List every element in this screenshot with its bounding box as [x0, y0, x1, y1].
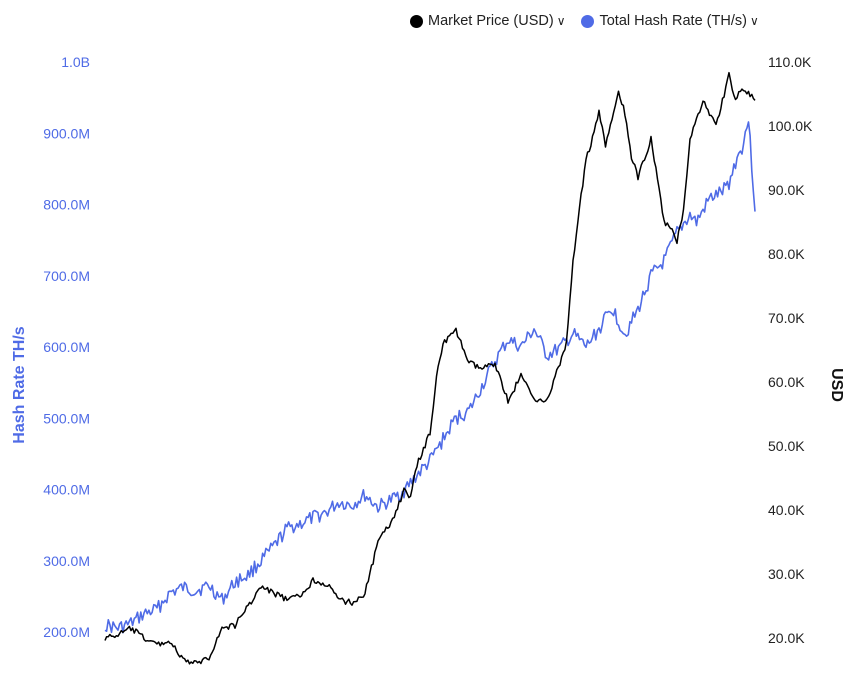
right-tick-label: 70.0K: [768, 310, 805, 326]
left-tick-label: 900.0M: [43, 125, 90, 141]
right-tick-label: 60.0K: [768, 374, 805, 390]
left-tick-label: 1.0B: [61, 54, 90, 70]
left-tick-label: 400.0M: [43, 482, 90, 498]
right-tick-label: 20.0K: [768, 630, 805, 646]
legend-label-hash-rate: Total Hash Rate (TH/s): [599, 13, 747, 29]
legend-item-hash-rate[interactable]: Total Hash Rate (TH/s) ∨: [581, 13, 759, 29]
left-axis-ticks: 200.0M 300.0M 400.0M 500.0M 600.0M 700.0M 800.…: [43, 54, 90, 640]
left-tick-label: 300.0M: [43, 553, 90, 569]
right-tick-label: 50.0K: [768, 438, 805, 454]
right-tick-label: 90.0K: [768, 182, 805, 198]
left-tick-label: 800.0M: [43, 197, 90, 213]
chevron-down-icon[interactable]: ∨: [556, 14, 566, 28]
right-tick-label: 110.0K: [768, 54, 812, 70]
hash-rate-series-line[interactable]: [104, 121, 756, 634]
right-tick-label: 40.0K: [768, 502, 805, 518]
legend-label-market-price: Market Price (USD): [428, 13, 554, 29]
market-price-series-line[interactable]: [104, 71, 756, 665]
left-axis-title: Hash Rate TH/s: [11, 326, 28, 443]
right-tick-label: 30.0K: [768, 566, 805, 582]
left-tick-label: 500.0M: [43, 410, 90, 426]
right-axis-ticks: 20.0K 30.0K 40.0K 50.0K 60.0K 70.0K 80.0K 90.0K…: [768, 54, 813, 646]
left-tick-label: 700.0M: [43, 268, 90, 284]
right-tick-label: 80.0K: [768, 246, 805, 262]
left-tick-label: 600.0M: [43, 339, 90, 355]
series-layer: [104, 71, 756, 665]
right-axis-title: USD: [828, 368, 845, 402]
legend: Market Price (USD) ∨ Total Hash Rate (TH…: [410, 10, 775, 32]
left-tick-label: 200.0M: [43, 624, 90, 640]
legend-item-market-price[interactable]: Market Price (USD) ∨: [410, 13, 565, 29]
legend-dot-market-price: [410, 14, 423, 28]
legend-dot-hash-rate: [581, 14, 595, 28]
chevron-down-icon[interactable]: ∨: [749, 14, 759, 28]
right-tick-label: 100.0K: [768, 118, 813, 134]
